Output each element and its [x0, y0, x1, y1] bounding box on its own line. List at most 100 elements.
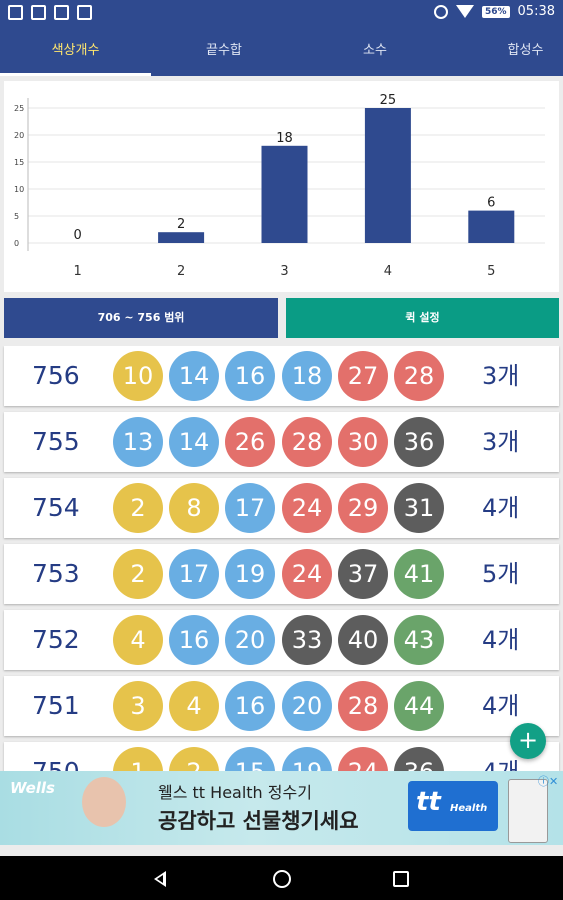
tab-prime[interactable]: 소수: [363, 43, 387, 58]
notification-icon: [77, 5, 92, 20]
lotto-ball: 20: [225, 615, 275, 665]
lotto-ball: 40: [338, 615, 388, 665]
lotto-ball: 2: [113, 483, 163, 533]
lotto-ball: 15: [225, 747, 275, 774]
bar: [468, 210, 515, 243]
lotto-ball: 24: [282, 483, 332, 533]
ad-headline: 웰스 tt Health 정수기: [158, 783, 312, 802]
round-number: 755: [32, 427, 80, 456]
clock: 05:38: [517, 4, 555, 19]
lotto-ball: 43: [394, 615, 444, 665]
lotto-ball: 44: [394, 681, 444, 731]
lotto-ball: 4: [113, 615, 163, 665]
lotto-ball: 24: [338, 747, 388, 774]
lotto-ball: 17: [225, 483, 275, 533]
ad-tagline: 공감하고 선물챙기세요: [158, 809, 359, 833]
ad-banner[interactable]: Wells 웰스 tt Health 정수기 공감하고 선물챙기세요 tt He…: [0, 771, 563, 845]
y-tick-label: 5: [14, 212, 19, 221]
tab-color-count[interactable]: 색상개수: [51, 43, 100, 58]
draw-row[interactable]: 751 3 4 16 20 28 44 4개: [4, 676, 559, 736]
y-tick-label: 0: [14, 239, 19, 248]
data-label: 2: [177, 217, 185, 232]
lotto-ball: 14: [169, 417, 219, 467]
color-count: 4개: [482, 692, 520, 720]
lotto-ball: 28: [338, 681, 388, 731]
plus-icon: +: [517, 726, 539, 754]
notification-icon: [8, 5, 23, 20]
battery-indicator: 56%: [481, 5, 510, 18]
recent-apps-icon[interactable]: [393, 871, 409, 887]
quick-settings-button[interactable]: 퀵 설정: [286, 298, 559, 338]
notification-icon: [54, 5, 69, 20]
y-tick-label: 25: [14, 104, 24, 113]
lotto-ball: 19: [282, 747, 332, 774]
x-tick-label: 2: [177, 264, 185, 279]
wifi-icon: [455, 5, 474, 18]
x-tick-label: 4: [384, 264, 392, 279]
draw-row[interactable]: 753 2 17 19 24 37 41 5개: [4, 544, 559, 604]
add-button[interactable]: +: [510, 723, 546, 759]
bar-chart: 0 5 10 15 20 25 0 1 2 2 18 3 25 4 6 5: [14, 93, 545, 279]
bar: [158, 232, 205, 243]
color-count: 3개: [482, 428, 520, 456]
round-number: 751: [32, 691, 80, 720]
y-tick-label: 10: [14, 185, 24, 194]
bar: [364, 108, 411, 243]
color-count: 4개: [482, 758, 520, 774]
round-number: 754: [32, 493, 80, 522]
lotto-ball: 37: [338, 549, 388, 599]
lotto-ball: 19: [225, 549, 275, 599]
lotto-ball: 10: [113, 351, 163, 401]
tab-end-sum[interactable]: 끝수합: [206, 43, 242, 58]
lotto-ball: 16: [225, 351, 275, 401]
lotto-ball: 33: [282, 615, 332, 665]
y-tick-label: 15: [14, 158, 24, 167]
lotto-ball: 31: [394, 483, 444, 533]
lotto-ball: 17: [169, 549, 219, 599]
data-label: 0: [74, 228, 82, 243]
status-bar: 56% 05:38: [0, 0, 563, 26]
color-count: 3개: [482, 362, 520, 390]
color-count: 4개: [482, 626, 520, 654]
lotto-ball: 27: [338, 351, 388, 401]
draw-row[interactable]: 756 10 14 16 18 27 28 3개: [4, 346, 559, 406]
round-number: 750: [32, 757, 80, 774]
color-count-chart: 0 5 10 15 20 25 0 1 2 2 18 3 25 4 6 5: [4, 81, 559, 292]
lotto-ball: 2: [113, 549, 163, 599]
draw-results-list[interactable]: 756 10 14 16 18 27 28 3개 755 13 14 26 28 30 36 3개 754 2 8 1…: [0, 346, 563, 774]
draw-row[interactable]: 754 2 8 17 24 29 31 4개: [4, 478, 559, 538]
lotto-ball: 3: [113, 681, 163, 731]
lotto-ball: 13: [113, 417, 163, 467]
color-count: 5개: [482, 560, 520, 588]
tab-bar: 색상개수 끝수합 소수 합성수: [0, 26, 563, 76]
x-tick-label: 5: [487, 264, 495, 279]
data-label: 25: [380, 93, 397, 108]
ad-model-image: [64, 773, 144, 845]
lotto-ball: 24: [282, 549, 332, 599]
lotto-ball: 16: [225, 681, 275, 731]
lotto-ball: 26: [225, 417, 275, 467]
round-number: 756: [32, 361, 80, 390]
round-number: 752: [32, 625, 80, 654]
y-tick-label: 20: [14, 131, 24, 140]
draw-row[interactable]: 750 1 2 15 19 24 36 4개: [4, 742, 559, 774]
draw-row[interactable]: 752 4 16 20 33 40 43 4개: [4, 610, 559, 670]
draw-row[interactable]: 755 13 14 26 28 30 36 3개: [4, 412, 559, 472]
lotto-ball: 20: [282, 681, 332, 731]
lotto-ball: 28: [282, 417, 332, 467]
data-label: 6: [487, 196, 495, 211]
round-number: 753: [32, 559, 80, 588]
lotto-ball: 28: [394, 351, 444, 401]
lotto-ball: 1: [113, 747, 163, 774]
data-label: 18: [276, 131, 293, 146]
home-icon[interactable]: [273, 870, 291, 888]
ad-brand-logo: tt Health: [408, 781, 498, 831]
ad-info-icon[interactable]: ⓘ✕: [538, 775, 559, 788]
lotto-ball: 29: [338, 483, 388, 533]
ad-product-image: [508, 779, 548, 843]
range-button[interactable]: 706 ~ 756 범위: [4, 298, 278, 338]
lotto-ball: 30: [338, 417, 388, 467]
tab-indicator: [0, 73, 151, 76]
color-count: 4개: [482, 494, 520, 522]
tab-composite[interactable]: 합성수: [507, 43, 544, 58]
